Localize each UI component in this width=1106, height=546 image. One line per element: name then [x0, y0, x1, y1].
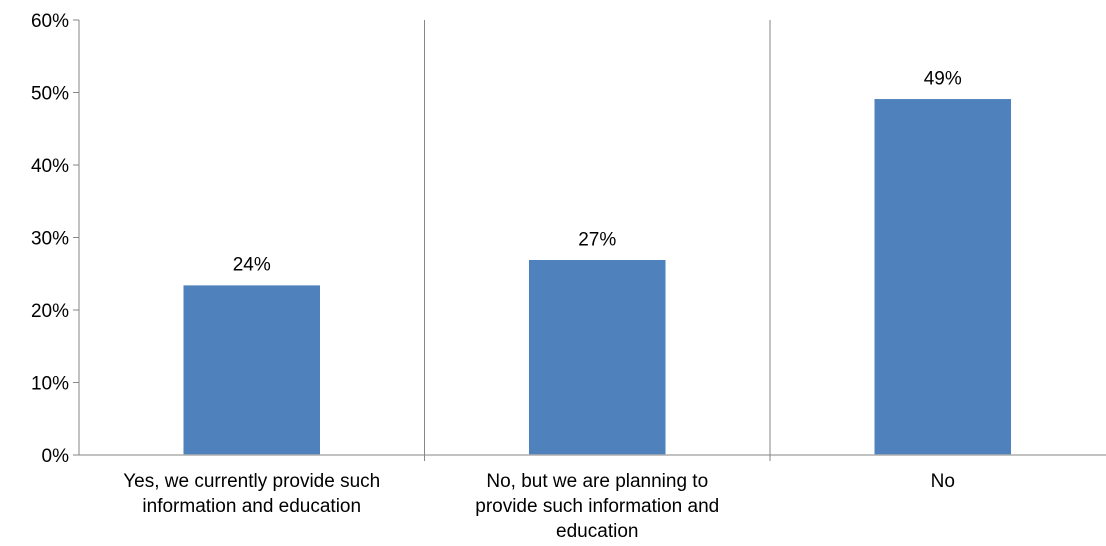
- y-tick-label: 30%: [31, 229, 69, 250]
- category-separators: [424, 20, 771, 461]
- data-labels: 24% 27% 49%: [233, 68, 962, 275]
- data-label: 27%: [578, 229, 616, 250]
- bar: [182, 283, 322, 456]
- category-label: No, but we are planning to provide such i…: [475, 471, 719, 542]
- data-label: 49%: [924, 68, 962, 89]
- bars: [182, 97, 1013, 456]
- category-labels: Yes, we currently provide such informatio…: [123, 471, 955, 542]
- category-label: Yes, we currently provide such informatio…: [123, 471, 380, 517]
- bar: [873, 97, 1013, 456]
- y-tick-label: 60%: [31, 11, 69, 32]
- y-tick-label: 20%: [31, 301, 69, 322]
- y-tick-label: 0%: [42, 446, 70, 467]
- data-label: 24%: [233, 255, 271, 276]
- bar: [527, 258, 667, 456]
- y-axis-ticks: 0% 10% 20% 30% 40% 50% 60%: [31, 11, 79, 467]
- y-tick-label: 40%: [31, 156, 69, 177]
- y-tick-label: 50%: [31, 84, 69, 105]
- y-tick-label: 10%: [31, 374, 69, 395]
- category-label: No: [931, 471, 955, 492]
